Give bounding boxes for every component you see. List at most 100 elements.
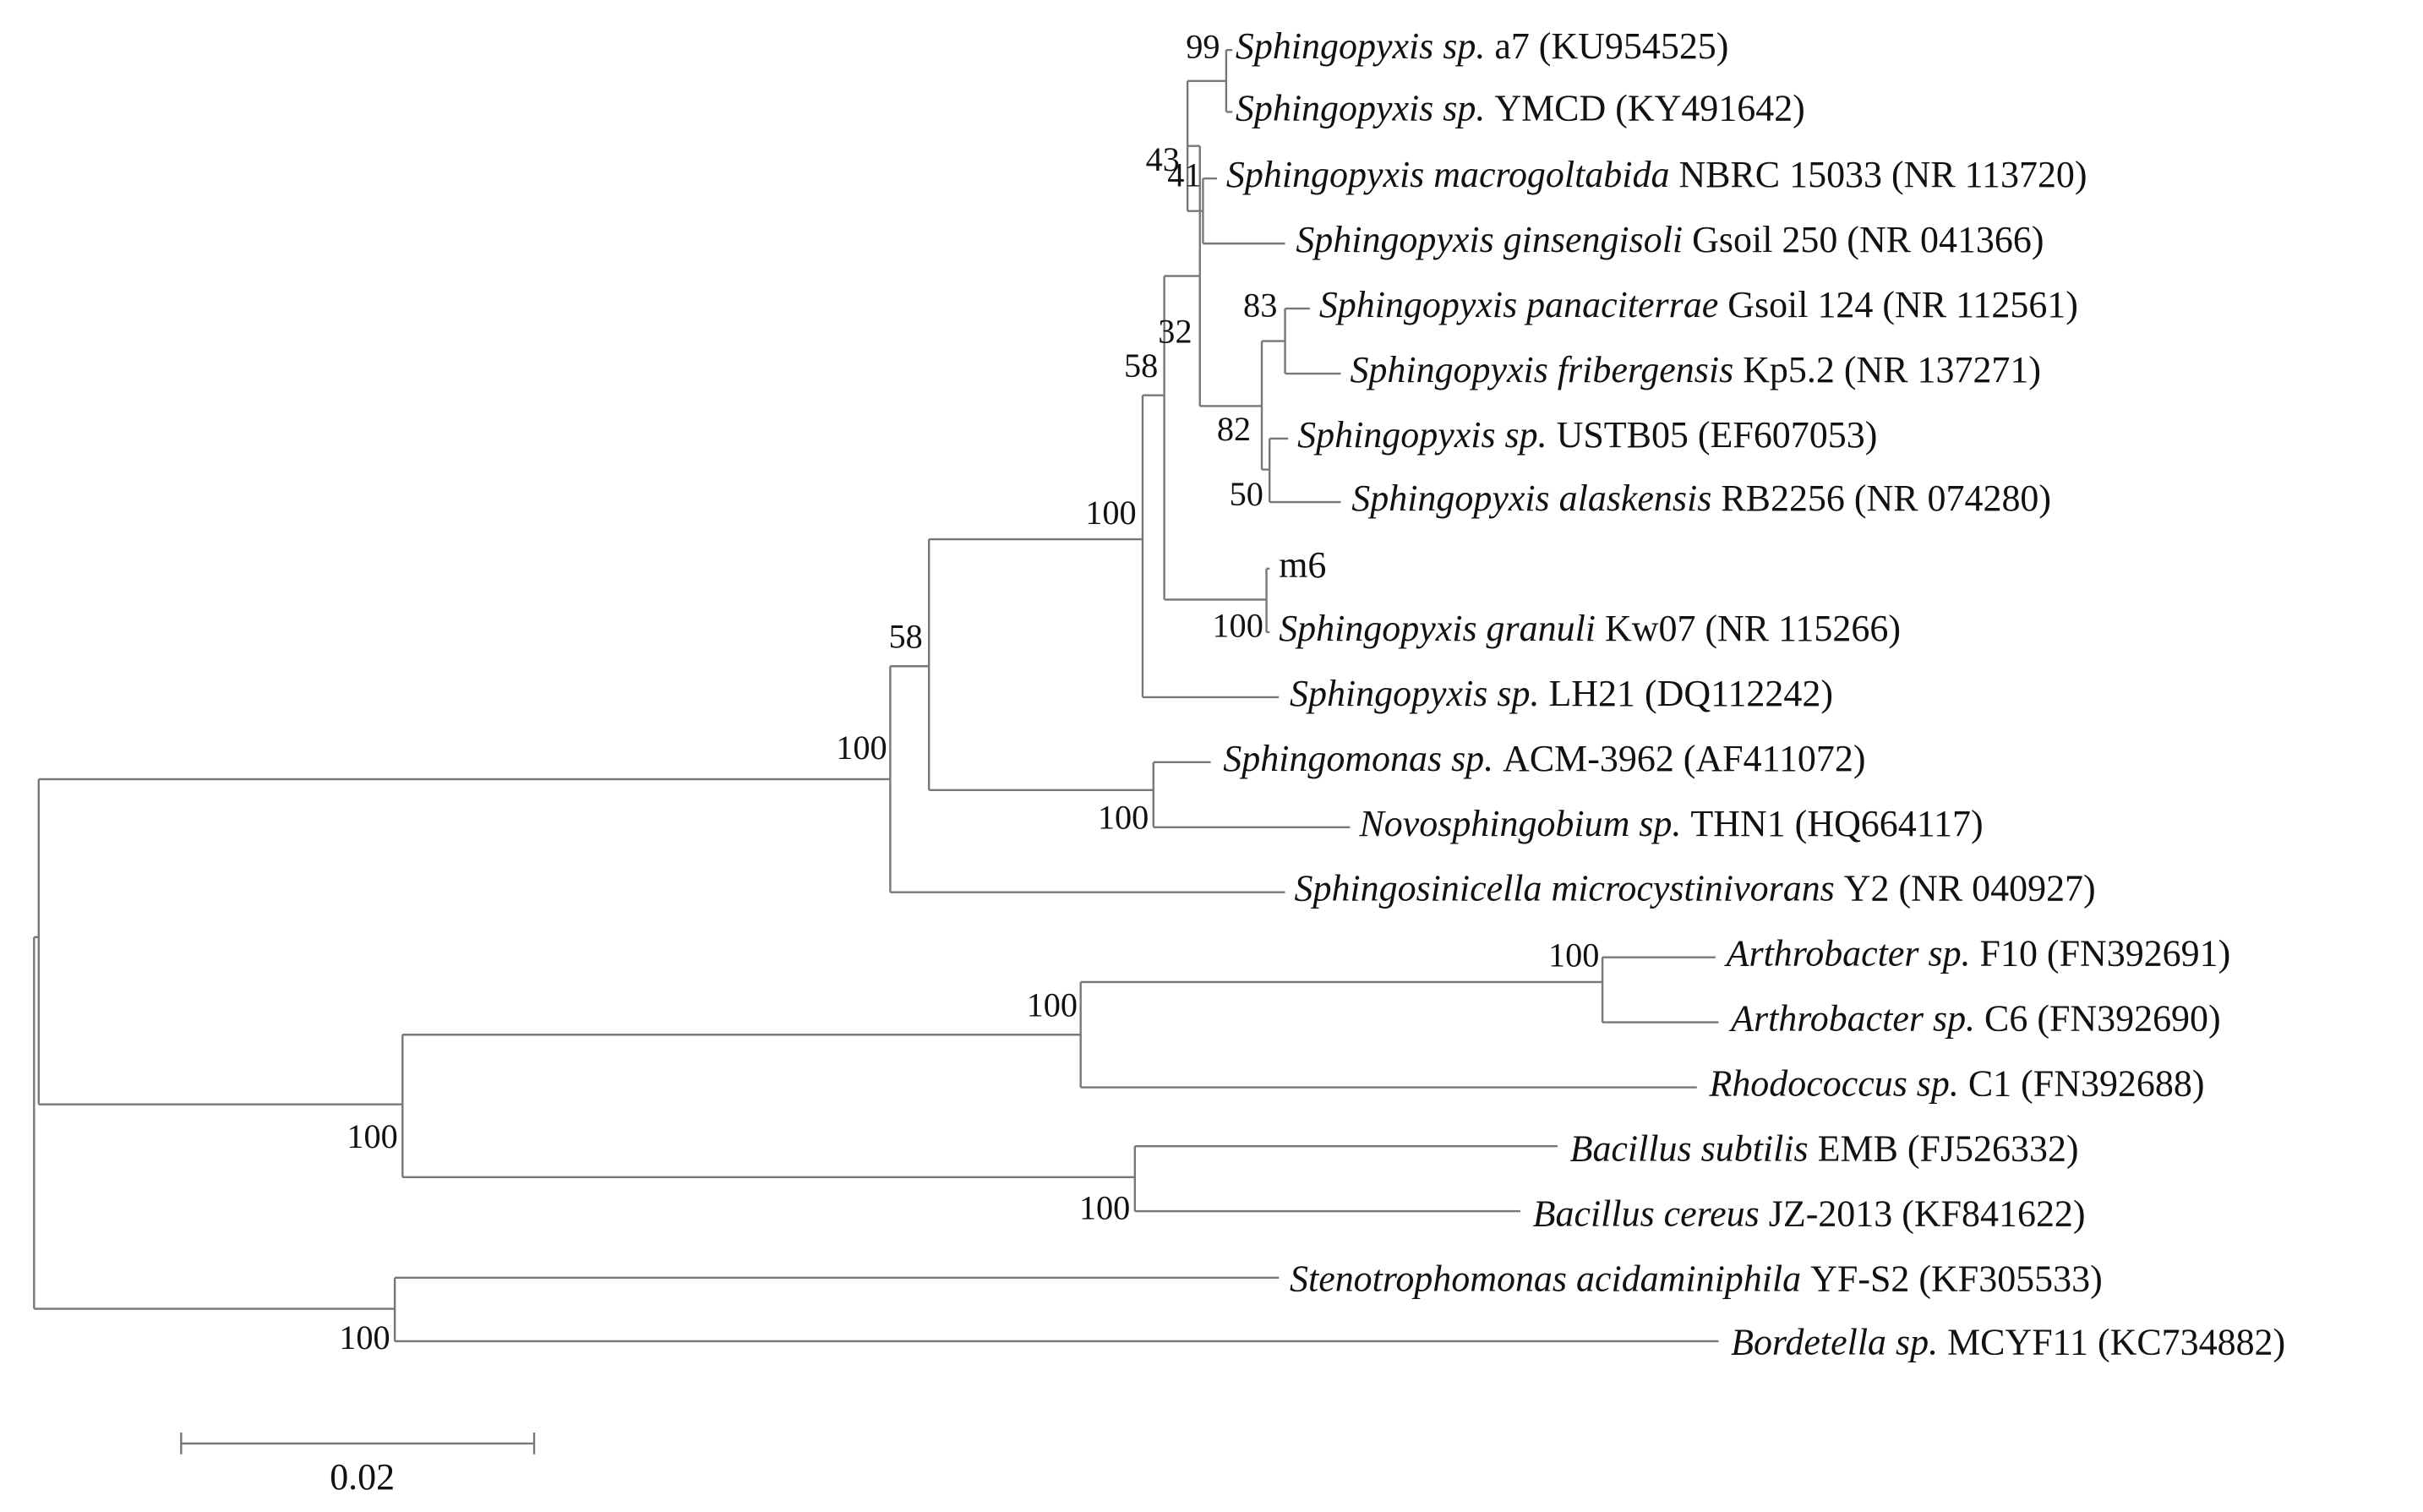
bootstrap-value: 50 bbox=[1230, 475, 1263, 513]
bootstrap-value: 100 bbox=[1098, 799, 1149, 837]
scale-line bbox=[180, 1433, 536, 1455]
leaf-label: Bordetella sp. MCYF11 (KC734882) bbox=[1731, 1322, 2285, 1363]
bootstrap-value: 99 bbox=[1186, 27, 1220, 65]
leaf-label: Sphingopyxis sp. a7 (KU954525) bbox=[1236, 25, 1729, 67]
species-name: Arthrobacter sp. bbox=[1728, 998, 1975, 1040]
species-name: Novosphingobium sp. bbox=[1358, 803, 1681, 844]
strain-id: NBRC 15033 (NR 113720) bbox=[1678, 154, 2087, 195]
strain-id: ACM-3962 (AF411072) bbox=[1503, 738, 1865, 779]
scale-label: 0.02 bbox=[330, 1456, 395, 1498]
species-name: Rhodococcus sp. bbox=[1708, 1063, 1958, 1105]
leaf-label: Rhodococcus sp. C1 (FN392688) bbox=[1708, 1063, 2204, 1105]
leaf-label: Sphingopyxis ginsengisoli Gsoil 250 (NR 0… bbox=[1296, 219, 2044, 260]
branch bbox=[1225, 48, 1233, 113]
leaf-label: Novosphingobium sp. THN1 (HQ664117) bbox=[1358, 803, 1983, 844]
strain-id: YMCD (KY491642) bbox=[1494, 88, 1804, 129]
species-name: Sphingopyxis sp. bbox=[1236, 88, 1485, 129]
branch bbox=[37, 778, 891, 1105]
species-name: Sphingopyxis ginsengisoli bbox=[1296, 219, 1683, 260]
bootstrap-value: 83 bbox=[1243, 286, 1277, 324]
bootstrap-value: 41 bbox=[1167, 156, 1201, 194]
bootstrap-value: 100 bbox=[339, 1318, 390, 1356]
leaf-label: Sphingopyxis granuli Kw07 (NR 115266) bbox=[1279, 608, 1901, 649]
branch bbox=[1260, 340, 1285, 471]
species-name: Bordetella sp. bbox=[1731, 1322, 1938, 1363]
strain-id: C6 (FN392690) bbox=[1984, 998, 2221, 1040]
leaf-label: Sphingomonas sp. ACM-3962 (AF411072) bbox=[1223, 738, 1865, 779]
strain-id: Kw07 (NR 115266) bbox=[1605, 608, 1901, 649]
species-name: Sphingopyxis sp. bbox=[1290, 673, 1539, 714]
leaf-label: Arthrobacter sp. C6 (FN392690) bbox=[1728, 998, 2221, 1040]
branch bbox=[1133, 1144, 1558, 1213]
branch bbox=[889, 665, 1285, 893]
species-name: Sphingopyxis macrogoltabida bbox=[1226, 154, 1670, 195]
strain-id: Gsoil 124 (NR 112561) bbox=[1727, 284, 2078, 325]
strain-id: RB2256 (NR 074280) bbox=[1721, 478, 2051, 519]
species-name: Sphingopyxis panaciterrae bbox=[1319, 284, 1718, 325]
strain-id: Y2 (NR 040927) bbox=[1844, 868, 2096, 909]
species-name: Sphingopyxis alaskensis bbox=[1351, 478, 1711, 519]
strain-id: F10 (FN392691) bbox=[1980, 933, 2231, 974]
branch bbox=[1079, 980, 1697, 1089]
strain-id: m6 bbox=[1279, 544, 1326, 586]
species-name: Sphingopyxis granuli bbox=[1279, 608, 1596, 649]
branch bbox=[33, 936, 396, 1310]
leaf-label: m6 bbox=[1279, 544, 1326, 586]
species-name: Bacillus cereus bbox=[1533, 1193, 1760, 1235]
strain-id: USTB05 (EF607053) bbox=[1557, 414, 1878, 456]
branch bbox=[1163, 275, 1267, 601]
bootstrap-value: 100 bbox=[836, 729, 887, 767]
species-name: Arthrobacter sp. bbox=[1724, 933, 1971, 974]
leaf-label: Sphingopyxis macrogoltabida NBRC 15033 (N… bbox=[1226, 154, 2087, 195]
bootstrap-value: 58 bbox=[889, 617, 923, 655]
scale-bar: 0.02 bbox=[180, 1433, 536, 1498]
strain-id: YF-S2 (KF305533) bbox=[1810, 1258, 2103, 1299]
species-name: Sphingosinicella microcystinivorans bbox=[1295, 868, 1835, 909]
bootstrap-value: 100 bbox=[1079, 1188, 1130, 1226]
bootstrap-value: 100 bbox=[1027, 985, 1078, 1023]
bootstrap-value: 43 bbox=[1146, 140, 1180, 178]
bootstrap-value: 32 bbox=[1158, 312, 1192, 350]
branch bbox=[1265, 567, 1270, 634]
leaf-label: Sphingopyxis panaciterrae Gsoil 124 (NR 1… bbox=[1319, 284, 2078, 325]
branch bbox=[1141, 394, 1280, 699]
leaf-label: Sphingopyxis fribergensis Kp5.2 (NR 13727… bbox=[1350, 349, 2041, 390]
strain-id: a7 (KU954525) bbox=[1494, 25, 1728, 67]
species-name: Sphingomonas sp. bbox=[1223, 738, 1493, 779]
leaf-label: Sphingopyxis sp. YMCD (KY491642) bbox=[1236, 88, 1805, 129]
leaf-label: Sphingopyxis sp. LH21 (DQ112242) bbox=[1290, 673, 1833, 714]
bootstrap-value: 100 bbox=[1548, 936, 1599, 974]
strain-id: MCYF11 (KC734882) bbox=[1947, 1322, 2285, 1363]
species-name: Bacillus subtilis bbox=[1570, 1128, 1809, 1170]
leaf-label: Stenotrophomonas acidaminiphila YF-S2 (KF… bbox=[1290, 1258, 2103, 1299]
branches bbox=[33, 48, 1719, 1343]
bootstrap-value: 100 bbox=[1085, 494, 1136, 532]
leaf-label: Bacillus subtilis EMB (FJ526332) bbox=[1570, 1128, 2079, 1170]
leaf-label: Bacillus cereus JZ-2013 (KF841622) bbox=[1533, 1193, 2086, 1235]
leaf-label: Arthrobacter sp. F10 (FN392691) bbox=[1724, 933, 2231, 974]
strain-id: EMB (FJ526332) bbox=[1818, 1128, 2079, 1170]
strain-id: Gsoil 250 (NR 041366) bbox=[1692, 219, 2044, 260]
branch bbox=[401, 1034, 1135, 1178]
branch bbox=[1601, 956, 1719, 1023]
strain-id: Kp5.2 (NR 137271) bbox=[1743, 349, 2041, 390]
leaf-label: Sphingopyxis sp. USTB05 (EF607053) bbox=[1297, 414, 1877, 456]
leaf-label: Sphingopyxis alaskensis RB2256 (NR 074280… bbox=[1351, 478, 2051, 519]
strain-id: LH21 (DQ112242) bbox=[1548, 673, 1833, 714]
bootstrap-value: 58 bbox=[1124, 347, 1158, 385]
species-name: Sphingopyxis sp. bbox=[1297, 414, 1547, 456]
bootstrap-value: 100 bbox=[347, 1117, 397, 1155]
leaf-label: Sphingosinicella microcystinivorans Y2 (N… bbox=[1295, 868, 2096, 909]
strain-id: JZ-2013 (KF841622) bbox=[1769, 1193, 2086, 1235]
strain-id: THN1 (HQ664117) bbox=[1690, 803, 1983, 844]
bootstrap-value: 82 bbox=[1217, 410, 1251, 448]
strain-id: C1 (FN392688) bbox=[1968, 1063, 2205, 1105]
branch bbox=[1152, 761, 1351, 828]
branch bbox=[927, 538, 1154, 791]
species-name: Sphingopyxis fribergensis bbox=[1350, 349, 1733, 390]
leaf-labels: Sphingopyxis sp. a7 (KU954525)Sphingopyxi… bbox=[1223, 25, 2285, 1362]
bootstrap-value: 100 bbox=[1212, 607, 1263, 645]
species-name: Stenotrophomonas acidaminiphila bbox=[1290, 1258, 1801, 1299]
